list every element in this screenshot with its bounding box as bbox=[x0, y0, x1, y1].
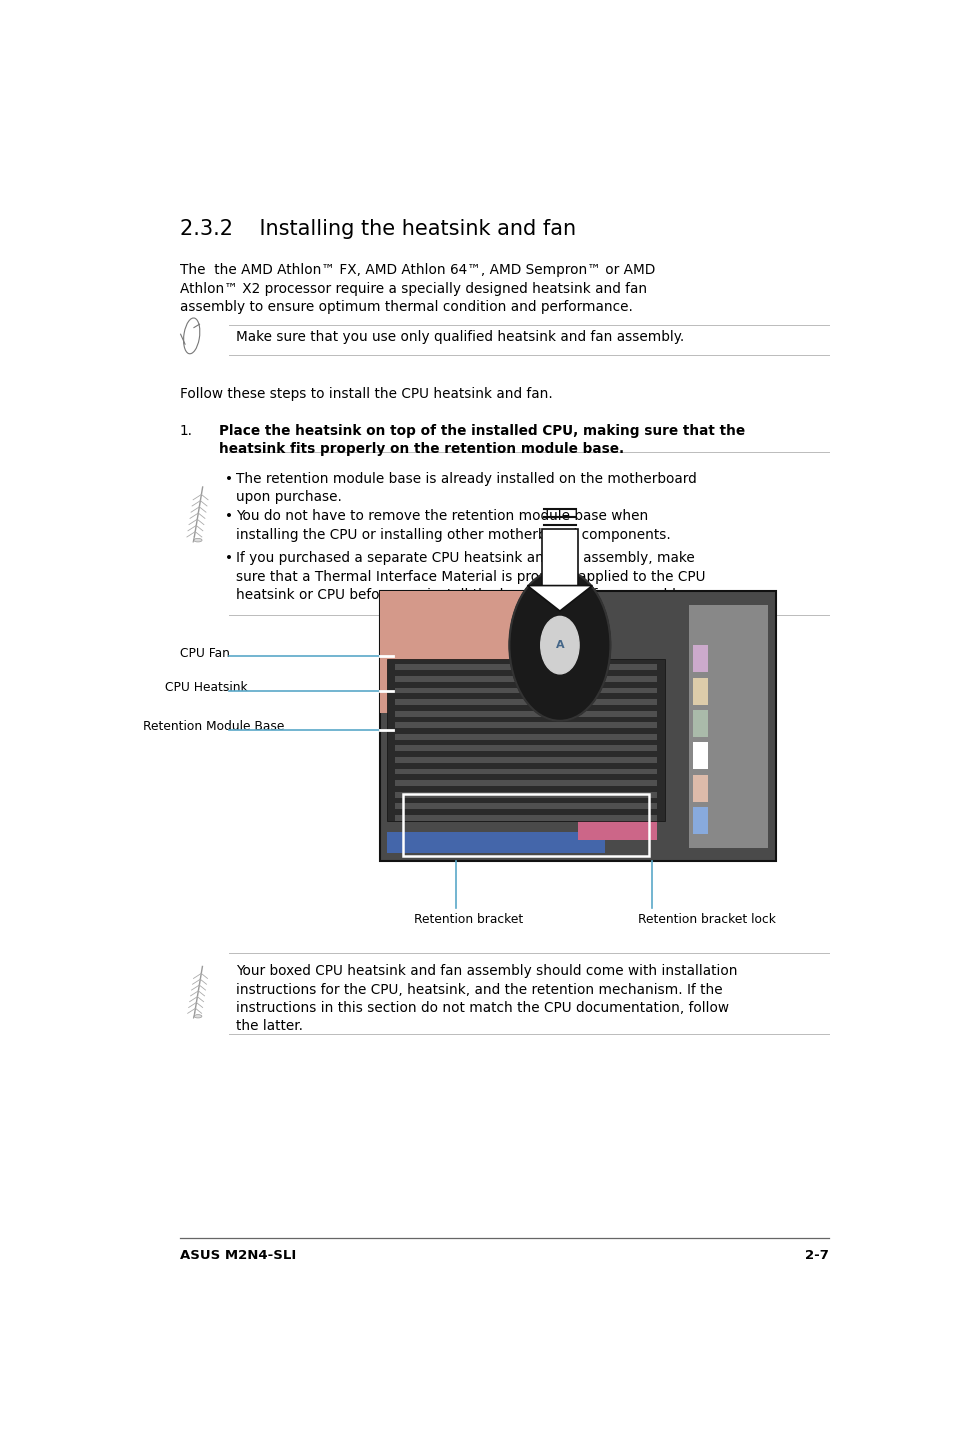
Text: •: • bbox=[225, 551, 233, 565]
Text: 1.: 1. bbox=[180, 424, 193, 439]
Text: Retention bracket: Retention bracket bbox=[413, 913, 522, 926]
Bar bbox=[379, 591, 569, 713]
Bar bbox=[395, 722, 657, 728]
Bar bbox=[395, 745, 657, 751]
Ellipse shape bbox=[193, 1015, 202, 1018]
Bar bbox=[395, 804, 657, 810]
Bar bbox=[387, 831, 605, 853]
Bar bbox=[395, 792, 657, 798]
Bar bbox=[692, 775, 708, 802]
Text: Follow these steps to install the CPU heatsink and fan.: Follow these steps to install the CPU he… bbox=[180, 387, 552, 401]
Text: You do not have to remove the retention module base when
installing the CPU or i: You do not have to remove the retention … bbox=[235, 509, 670, 542]
Text: If you purchased a separate CPU heatsink and fan assembly, make
sure that a Ther: If you purchased a separate CPU heatsink… bbox=[235, 551, 705, 603]
Circle shape bbox=[509, 569, 610, 720]
Text: The retention module base is already installed on the motherboard
upon purchase.: The retention module base is already ins… bbox=[235, 472, 696, 503]
Bar bbox=[692, 710, 708, 738]
Bar bbox=[692, 742, 708, 769]
Bar bbox=[395, 710, 657, 716]
Text: Make sure that you use only qualified heatsink and fan assembly.: Make sure that you use only qualified he… bbox=[235, 329, 683, 344]
Text: ASUS M2N4-SLI: ASUS M2N4-SLI bbox=[180, 1248, 295, 1261]
Text: Retention Module Base: Retention Module Base bbox=[143, 719, 284, 733]
Bar bbox=[395, 781, 657, 787]
Bar bbox=[379, 591, 775, 861]
Text: 2-7: 2-7 bbox=[804, 1248, 828, 1261]
Bar bbox=[395, 733, 657, 739]
Bar bbox=[692, 807, 708, 834]
Text: Place the heatsink on top of the installed CPU, making sure that the
heatsink fi: Place the heatsink on top of the install… bbox=[219, 424, 744, 456]
Text: Retention bracket lock: Retention bracket lock bbox=[638, 913, 776, 926]
Bar bbox=[395, 756, 657, 762]
Text: The  the AMD Athlon™ FX, AMD Athlon 64™, AMD Sempron™ or AMD
Athlon™ X2 processo: The the AMD Athlon™ FX, AMD Athlon 64™, … bbox=[180, 263, 655, 313]
Bar bbox=[395, 664, 657, 670]
Bar bbox=[395, 699, 657, 705]
Text: 2.3.2    Installing the heatsink and fan: 2.3.2 Installing the heatsink and fan bbox=[180, 219, 576, 239]
Text: A: A bbox=[555, 640, 563, 650]
Text: CPU Fan: CPU Fan bbox=[180, 647, 230, 660]
Text: •: • bbox=[225, 509, 233, 523]
Bar bbox=[692, 677, 708, 705]
Text: •: • bbox=[225, 472, 233, 486]
Text: Your boxed CPU heatsink and fan assembly should come with installation
instructi: Your boxed CPU heatsink and fan assembly… bbox=[235, 965, 737, 1034]
Bar bbox=[395, 676, 657, 682]
Bar bbox=[395, 815, 657, 821]
Bar bbox=[395, 687, 657, 693]
Circle shape bbox=[540, 617, 578, 674]
Polygon shape bbox=[527, 585, 592, 611]
Ellipse shape bbox=[193, 538, 202, 542]
Bar bbox=[688, 604, 767, 848]
Bar bbox=[395, 769, 657, 775]
Bar bbox=[692, 646, 708, 672]
Bar bbox=[387, 659, 664, 821]
Text: CPU Heatsink: CPU Heatsink bbox=[165, 682, 248, 695]
Bar bbox=[403, 794, 648, 856]
Bar bbox=[541, 529, 577, 591]
Bar bbox=[577, 745, 657, 840]
